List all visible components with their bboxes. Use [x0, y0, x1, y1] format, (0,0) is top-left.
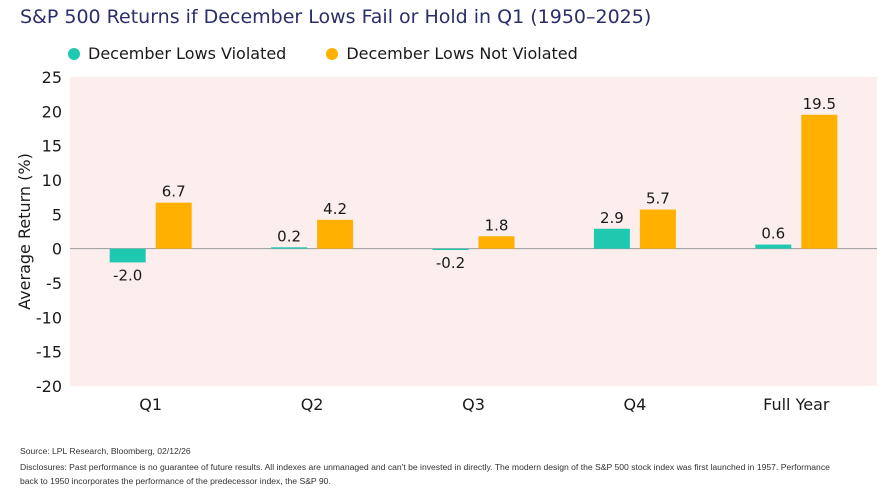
x-tick-label: Q3 — [462, 395, 485, 414]
legend: December Lows Violated December Lows Not… — [68, 44, 618, 63]
legend-item-violated: December Lows Violated — [68, 44, 286, 63]
bar-value-label: 4.2 — [323, 200, 347, 218]
bar-value-label: 5.7 — [646, 190, 670, 208]
bar-value-label: 19.5 — [803, 95, 836, 113]
disclosure-line-2: back to 1950 incorporates the performanc… — [20, 476, 331, 486]
legend-swatch-violated — [68, 47, 80, 60]
plot-area — [70, 77, 877, 386]
legend-swatch-not-violated — [326, 47, 339, 60]
chart-title: S&P 500 Returns if December Lows Fail or… — [20, 6, 652, 28]
y-tick-label: 5 — [52, 205, 62, 224]
bar-value-label: 2.9 — [600, 209, 624, 227]
bar-violated — [593, 228, 630, 249]
source-note: Source: LPL Research, Bloomberg, 02/12/2… — [20, 446, 191, 456]
bar-not-violated — [478, 236, 515, 249]
disclosure-line-1: Disclosures: Past performance is no guar… — [20, 462, 830, 472]
bar-value-label: -0.2 — [436, 254, 465, 272]
y-tick-label: -15 — [36, 343, 62, 362]
legend-label-violated: December Lows Violated — [88, 44, 287, 63]
y-tick-label: 0 — [52, 240, 62, 259]
bar-not-violated — [155, 202, 192, 249]
y-tick-label: 10 — [42, 171, 62, 190]
y-tick-label: -20 — [36, 377, 62, 396]
bar-value-label: 6.7 — [162, 183, 186, 201]
bar-value-label: 1.8 — [485, 216, 509, 234]
bar-not-violated — [317, 219, 354, 249]
y-tick-label: 25 — [42, 68, 62, 87]
bar-violated — [432, 248, 469, 251]
x-tick-label: Q1 — [139, 395, 162, 414]
y-tick-label: 15 — [42, 137, 62, 156]
y-tick-label: -10 — [36, 308, 62, 327]
bar-not-violated — [639, 209, 676, 249]
bar-violated — [109, 248, 146, 263]
y-axis-title: Average Return (%) — [15, 153, 34, 310]
bar-violated — [271, 247, 308, 249]
bar-value-label: 0.2 — [277, 227, 301, 245]
y-tick-label: -5 — [46, 274, 62, 293]
bar-value-label: -2.0 — [113, 266, 142, 284]
legend-item-not-violated: December Lows Not Violated — [326, 44, 578, 63]
x-tick-label: Q4 — [624, 395, 647, 414]
bar-not-violated — [801, 114, 838, 249]
x-tick-label: Q2 — [301, 395, 324, 414]
bar-violated — [755, 244, 792, 249]
y-tick-label: 20 — [42, 102, 62, 121]
x-tick-label: Full Year — [763, 395, 830, 414]
bar-value-label: 0.6 — [761, 225, 785, 243]
legend-label-not-violated: December Lows Not Violated — [346, 44, 578, 63]
